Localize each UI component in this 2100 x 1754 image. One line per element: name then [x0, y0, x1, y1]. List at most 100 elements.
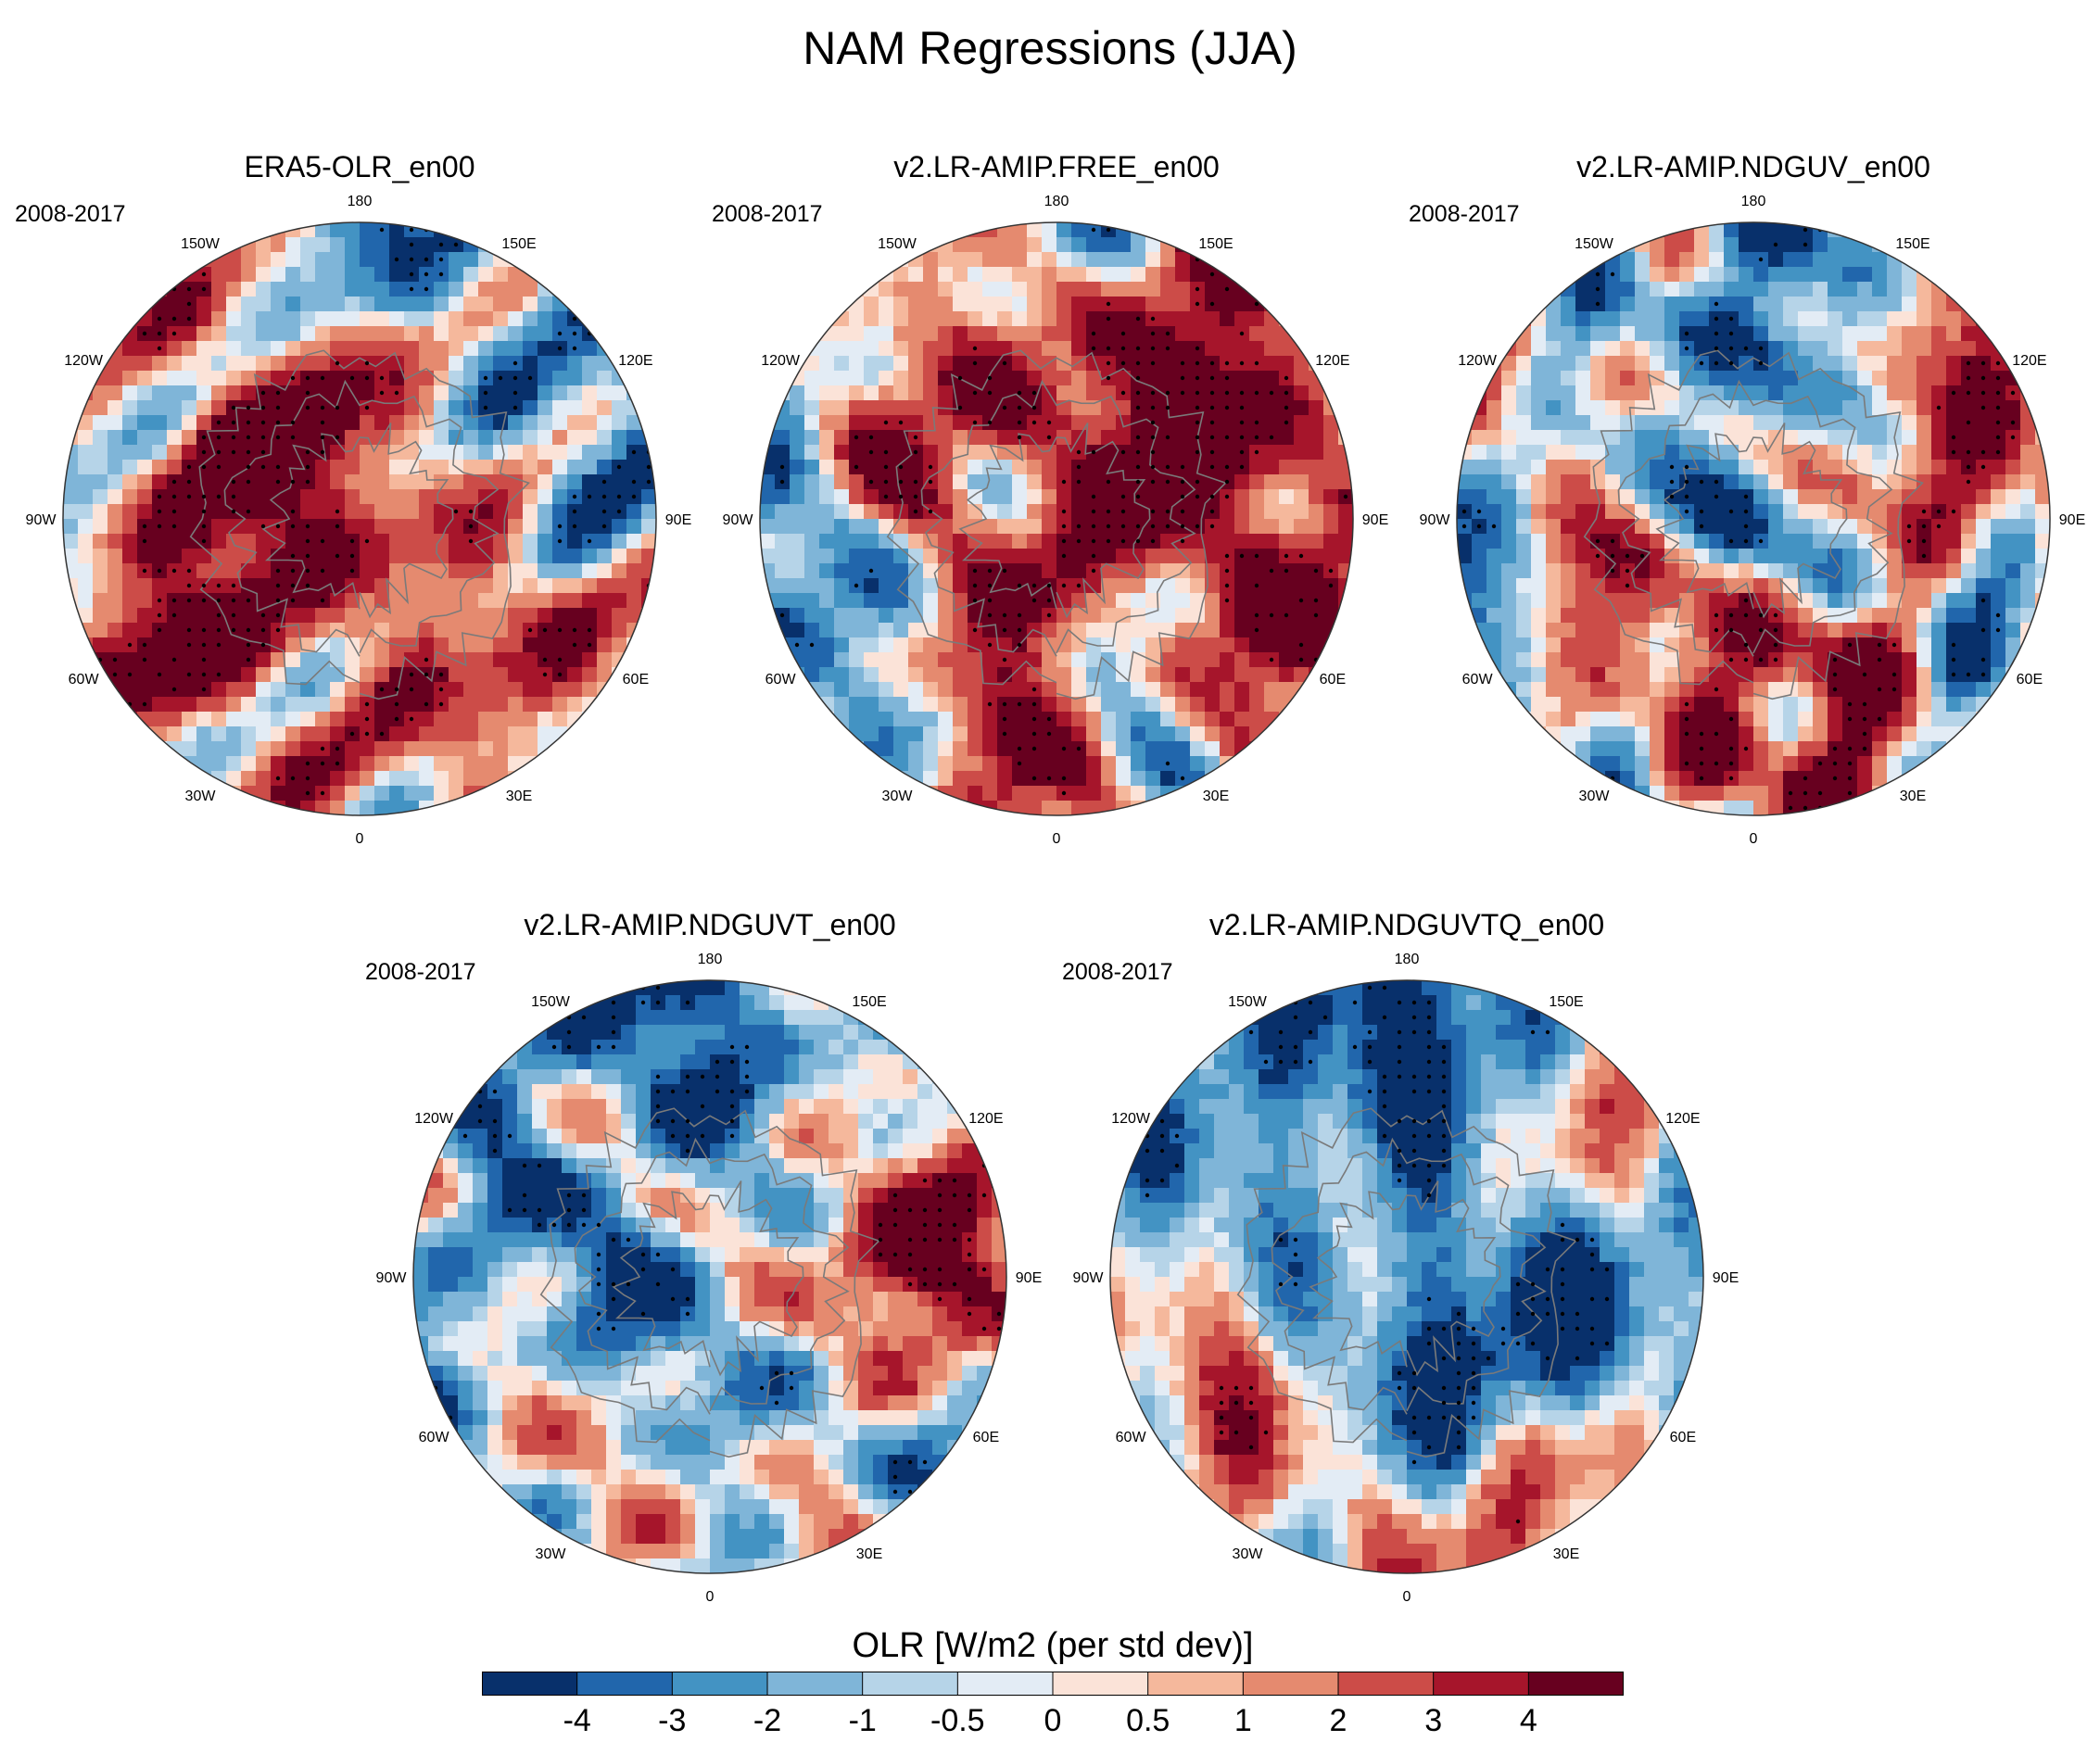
period-label: 2008-2017	[365, 959, 476, 985]
longitude-label: 90W	[723, 512, 754, 528]
colorbar-swatch	[1053, 1672, 1149, 1696]
colorbar-tick-label: -3	[658, 1703, 686, 1736]
longitude-label: 90E	[1713, 1270, 1739, 1286]
longitude-label: 120W	[1111, 1111, 1151, 1127]
map-boundary	[1109, 979, 1704, 1574]
longitude-label: 180	[1741, 194, 1766, 209]
panel-title: v2.LR-AMIP.NDGUVT_en00	[524, 908, 896, 941]
longitude-label: 30W	[1233, 1546, 1264, 1562]
significance-stipple	[97, 227, 652, 811]
polar-map: 180 150E 120E 90E 60E 30E 0 30W 60W 90W 120W 150W	[1073, 952, 1739, 1605]
coastlines	[1583, 349, 1924, 700]
longitude-label: 30E	[1553, 1546, 1579, 1562]
period-label: 2008-2017	[1062, 959, 1173, 985]
colorbar-swatch	[862, 1672, 958, 1696]
longitude-label: 180	[1044, 194, 1069, 209]
longitude-label: 180	[348, 194, 373, 209]
longitude-label: 150W	[878, 236, 917, 252]
longitude-label: 30E	[1900, 789, 1926, 804]
longitude-label: 30W	[185, 789, 217, 804]
longitude-label: 30W	[1579, 789, 1611, 804]
longitude-label: 120E	[1665, 1111, 1700, 1127]
olr-field	[413, 980, 1006, 1573]
colorbar-swatch	[576, 1672, 673, 1696]
olr-field	[1110, 980, 1703, 1573]
map-panel-ndguvt: v2.LR-AMIP.NDGUVT_en00 2008-2017 180 150E…	[358, 906, 1062, 1610]
map-boundary	[62, 221, 657, 816]
colorbar-tick-label: 3	[1424, 1703, 1442, 1736]
longitude-label: 90E	[2059, 512, 2085, 528]
colorbar-tick-label: -4	[563, 1703, 591, 1736]
colorbar-title: OLR [W/m2 (per std dev)]	[852, 1626, 1254, 1665]
longitude-label: 150E	[1549, 994, 1583, 1010]
longitude-label: 30E	[856, 1546, 882, 1562]
period-label: 2008-2017	[1409, 201, 1520, 227]
polar-map: 180 150E 120E 90E 60E 30E 0 30W 60W 90W 120W 150W	[376, 952, 1043, 1605]
polar-map: 180 150E 120E 90E 60E 30E 0 30W 60W 90W 120W 150W	[26, 194, 692, 847]
panel-title: v2.LR-AMIP.NDGUV_en00	[1576, 150, 1930, 183]
colorbar: OLR [W/m2 (per std dev)] -4 -3 -2 -1 -0.5 0 0.…	[482, 1625, 1624, 1736]
longitude-label: 60E	[973, 1430, 999, 1445]
longitude-label: 120E	[2012, 353, 2046, 369]
colorbar-svg: -4 -3 -2 -1 -0.5 0 0.5 1 2 3 4	[482, 1672, 1624, 1736]
longitude-label: 0	[1750, 831, 1758, 847]
longitude-label: 150E	[501, 236, 536, 252]
coastlines	[886, 349, 1227, 700]
colorbar-tick-label: -0.5	[930, 1703, 985, 1736]
map-panel-era5: ERA5-OLR_en00 2008-2017 180 150E 120E 90E 60…	[7, 148, 712, 852]
colorbar-tick-label: 2	[1330, 1703, 1347, 1736]
longitude-label: 90E	[1016, 1270, 1042, 1286]
longitude-label: 90W	[26, 512, 57, 528]
panel-title: v2.LR-AMIP.NDGUVTQ_en00	[1208, 908, 1605, 941]
longitude-label: 30E	[1203, 789, 1229, 804]
longitude-label: 150E	[1895, 236, 1929, 252]
panel-title: v2.LR-AMIP.FREE_en00	[893, 150, 1220, 183]
polar-map: 180 150E 120E 90E 60E 30E 0 30W 60W 90W 120W 150W	[1420, 194, 2086, 847]
longitude-label: 90W	[1073, 1270, 1105, 1286]
coastlines	[1236, 1107, 1577, 1458]
colorbar-swatch	[1338, 1672, 1435, 1696]
map-panel-ndguvtq: v2.LR-AMIP.NDGUVTQ_en00 2008-2017 180 150…	[1055, 906, 1759, 1610]
longitude-label: 150W	[1228, 994, 1268, 1010]
significance-stipple	[765, 227, 1348, 796]
colorbar-swatch	[1243, 1672, 1339, 1696]
longitude-label: 60E	[1320, 672, 1346, 688]
olr-field	[63, 222, 656, 815]
colorbar-tick-label: 0.5	[1126, 1703, 1170, 1736]
colorbar-swatch	[1147, 1672, 1244, 1696]
map-panel-ndguv: v2.LR-AMIP.NDGUV_en00 2008-2017 180 150E 1…	[1401, 148, 2100, 852]
colorbar-swatch	[1433, 1672, 1529, 1696]
period-label: 2008-2017	[712, 201, 823, 227]
longitude-label: 60W	[1462, 672, 1494, 688]
colorbar-tick-label: 0	[1044, 1703, 1062, 1736]
longitude-label: 150E	[852, 994, 886, 1010]
longitude-label: 0	[1053, 831, 1061, 847]
colorbar-tick-label: 1	[1234, 1703, 1252, 1736]
longitude-label: 60W	[69, 672, 100, 688]
panel-title: ERA5-OLR_en00	[244, 150, 475, 183]
longitude-label: 150W	[531, 994, 571, 1010]
longitude-label: 120W	[761, 353, 801, 369]
longitude-label: 90E	[1362, 512, 1388, 528]
significance-stipple	[433, 985, 1002, 1495]
longitude-label: 30W	[882, 789, 914, 804]
longitude-label: 90W	[1420, 512, 1451, 528]
colorbar-swatch	[957, 1672, 1054, 1696]
longitude-label: 0	[356, 831, 364, 847]
longitude-label: 90W	[376, 1270, 408, 1286]
colorbar-tick-label: -2	[753, 1703, 781, 1736]
significance-stipple	[1130, 985, 1699, 1524]
longitude-label: 120W	[64, 353, 104, 369]
longitude-label: 150E	[1198, 236, 1233, 252]
period-label: 2008-2017	[15, 201, 126, 227]
longitude-label: 120W	[1458, 353, 1498, 369]
longitude-label: 60E	[2017, 672, 2043, 688]
olr-field	[1457, 222, 2050, 815]
olr-field	[760, 222, 1353, 815]
coastlines	[539, 1107, 880, 1458]
longitude-label: 90E	[665, 512, 691, 528]
map-boundary	[1456, 221, 2051, 816]
colorbar-swatch	[672, 1672, 768, 1696]
main-title: NAM Regressions (JJA)	[803, 22, 1297, 74]
longitude-label: 30E	[506, 789, 532, 804]
